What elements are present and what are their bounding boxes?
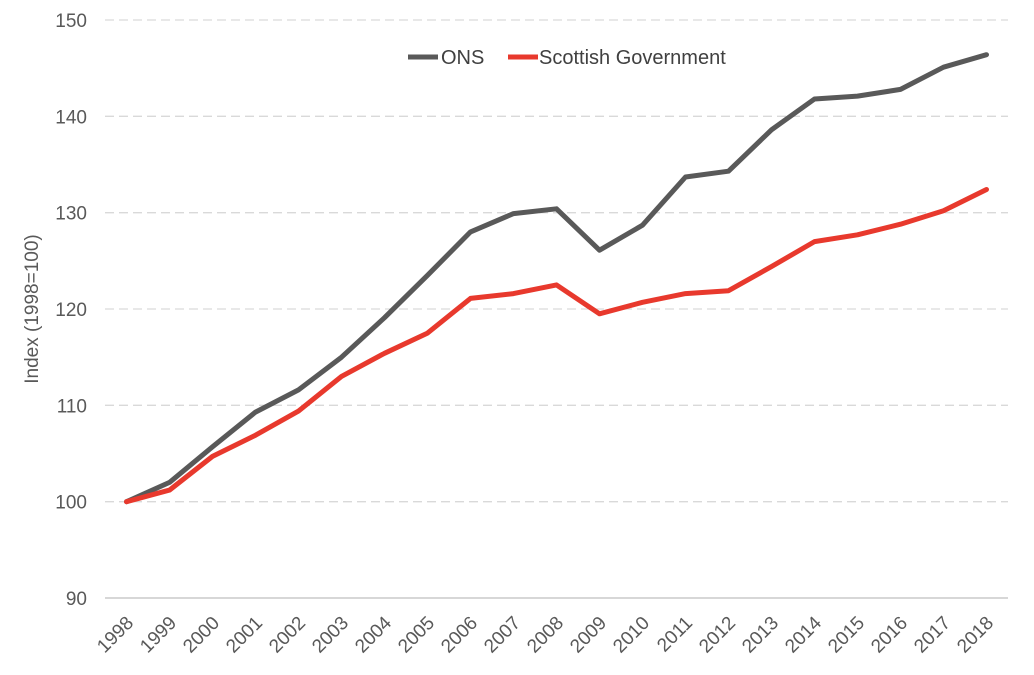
x-tick-label: 2011 <box>653 613 697 657</box>
y-tick-label: 110 <box>57 396 87 417</box>
x-tick-label: 2003 <box>308 613 353 658</box>
x-tick-label: 2006 <box>437 613 482 658</box>
x-tick-label: 2014 <box>781 612 826 657</box>
series-line-scottish-government <box>124 187 989 505</box>
x-tick-label: 2012 <box>695 613 740 658</box>
y-tick-label: 150 <box>55 11 87 32</box>
x-tick-label: 2017 <box>910 613 955 658</box>
legend: ONS Scottish Government <box>408 47 726 69</box>
legend-label-ons: ONS <box>441 47 484 69</box>
x-tick-label: 2005 <box>394 613 439 658</box>
x-tick-label: 2009 <box>566 613 611 658</box>
y-tick-label: 90 <box>66 589 87 610</box>
x-tick-label: 2002 <box>265 613 310 658</box>
x-tick-label: 2000 <box>179 613 224 658</box>
y-tick-label: 130 <box>55 204 87 225</box>
x-tick-label: 2004 <box>351 612 396 657</box>
x-tick-label: 2007 <box>480 613 525 658</box>
x-tick-label: 2013 <box>738 613 783 658</box>
series-line-ons <box>124 52 989 505</box>
x-tick-label: 2016 <box>867 613 912 658</box>
series-lines <box>124 52 989 505</box>
y-tick-label: 100 <box>55 493 87 514</box>
x-tick-label: 2010 <box>609 613 654 658</box>
x-tick-label: 1999 <box>136 613 181 658</box>
x-axis-ticks: 1998199920002001200220032004200520062007… <box>93 612 998 657</box>
x-tick-label: 2015 <box>824 613 869 658</box>
x-tick-label: 2018 <box>953 613 998 658</box>
y-axis-title: Index (1998=100) <box>22 234 43 383</box>
gridlines <box>105 19 1008 503</box>
y-tick-label: 120 <box>55 300 87 321</box>
y-axis-ticks: 90 100 110 120 130 140 150 <box>55 11 87 610</box>
y-tick-label: 140 <box>55 107 87 128</box>
legend-label-scottish-government: Scottish Government <box>539 47 726 69</box>
x-tick-label: 2001 <box>222 613 267 658</box>
x-tick-label: 1998 <box>93 613 138 658</box>
x-tick-label: 2008 <box>523 613 568 658</box>
